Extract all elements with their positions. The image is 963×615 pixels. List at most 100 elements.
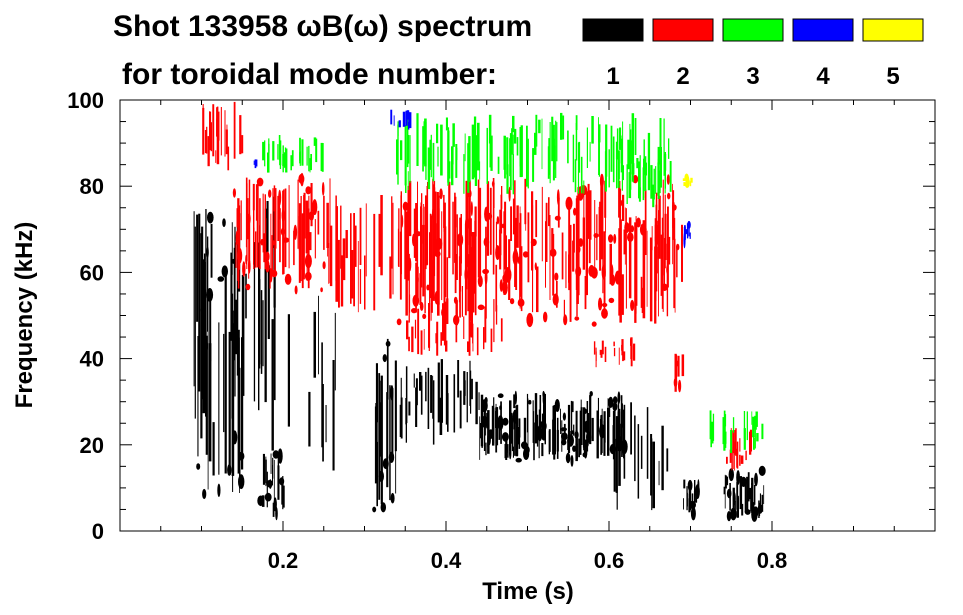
spectral-mark-mode2-903	[674, 353, 677, 392]
spectral-mark-mode1-246	[548, 429, 551, 452]
spectral-mark-mode5-1155	[690, 177, 693, 183]
spectral-mark-mode2-551	[573, 223, 575, 253]
spectral-mark-mode3-1029	[509, 139, 511, 159]
spectral-mark-mode3-974	[416, 113, 419, 166]
spectral-mark-mode2-539	[378, 213, 381, 267]
spectral-mark-mode1-223	[567, 404, 571, 454]
spectral-mark-mode2-596	[441, 211, 443, 301]
spectral-blob-mode2-782	[396, 318, 402, 326]
spectral-mark-mode2-856	[409, 294, 411, 313]
spectral-mark-mode2-740	[524, 178, 527, 225]
spectral-mark-mode2-476	[323, 195, 325, 250]
spectral-mark-mode2-648	[628, 217, 632, 299]
spectral-mark-mode2-741	[662, 179, 664, 276]
spectral-blob-mode1-310	[571, 430, 575, 435]
spectral-mark-mode1-29	[210, 223, 213, 278]
spectral-mark-mode2-670	[432, 220, 435, 301]
spectral-mark-mode3-991	[608, 149, 610, 188]
spectral-mark-mode1-31	[224, 274, 227, 474]
spectral-blob-mode1-301	[582, 452, 588, 458]
spectral-blob-mode1-92	[273, 497, 277, 512]
spectral-blob-mode1-124	[382, 354, 387, 363]
spectral-blob-mode1-316	[561, 432, 568, 441]
spectral-blob-mode2-834	[484, 206, 489, 222]
spectral-mark-mode1-197	[589, 395, 592, 445]
spectral-mark-mode2-577	[569, 224, 572, 322]
spectral-mark-mode3-1047	[575, 123, 578, 161]
spectral-mark-mode2-650	[516, 205, 519, 248]
spectral-mark-mode2-898	[600, 352, 603, 358]
spectral-mark-mode2-440	[279, 208, 281, 263]
spectral-mark-mode2-865	[411, 326, 414, 353]
spectral-mark-mode2-472	[278, 201, 281, 220]
spectral-mark-mode1-243	[615, 416, 619, 442]
spectral-mark-mode1-200	[552, 419, 554, 455]
spectral-mark-mode2-595	[658, 210, 659, 317]
spectral-mark-mode1-340	[691, 493, 694, 503]
spectral-mark-mode2-635	[658, 195, 661, 259]
spectral-mark-mode3-1117	[711, 421, 714, 444]
spectral-mark-mode2-904	[676, 354, 678, 386]
spectral-mark-mode2-874	[445, 340, 448, 352]
spectral-mark-mode2-733	[589, 190, 592, 240]
spectral-mark-mode2-696	[474, 206, 477, 237]
spectral-blob-mode2-846	[470, 231, 473, 237]
spectral-mark-mode3-1003	[436, 123, 439, 144]
spectral-mark-mode2-702	[432, 184, 435, 224]
spectral-mark-mode2-636	[551, 228, 554, 256]
spectral-blob-mode1-392	[740, 476, 747, 487]
spectral-mark-mode1-375	[759, 493, 761, 507]
spectral-blob-mode2-830	[574, 316, 580, 321]
spectral-blob-mode1-354	[693, 488, 697, 496]
spectral-mark-mode2-917	[734, 441, 735, 471]
spectral-blob-mode2-808	[530, 238, 537, 247]
spectral-mark-mode3-1128	[725, 431, 727, 444]
spectral-mark-mode3-1062	[562, 115, 565, 140]
spectral-mark-mode1-380	[750, 492, 753, 510]
spectral-blob-mode2-502	[232, 188, 236, 198]
spectral-mark-mode2-632	[492, 178, 495, 275]
spectral-mark-mode3-1051	[551, 116, 554, 162]
spectral-blob-mode5-1163	[684, 173, 689, 183]
spectral-blob-mode2-761	[627, 232, 634, 243]
spectral-mark-mode3-951	[320, 142, 323, 171]
spectral-mark-mode2-537	[340, 205, 342, 269]
spectral-blob-mode2-513	[281, 208, 286, 223]
spectral-mark-mode2-412	[212, 104, 215, 157]
spectral-mark-mode1-186	[596, 410, 599, 459]
spectral-mark-mode2-888	[621, 344, 624, 351]
spectral-blob-mode2-768	[501, 223, 505, 229]
spectral-mark-mode1-30	[237, 329, 240, 474]
spectral-mark-mode2-911	[732, 447, 734, 469]
spectral-mark-mode2-448	[298, 203, 301, 283]
spectral-mark-mode3-1096	[648, 152, 650, 179]
legend-swatch-4	[792, 18, 854, 42]
spectral-mark-mode1-60	[273, 230, 276, 401]
spectral-mark-mode3-1112	[732, 417, 735, 433]
spectral-mark-mode2-441	[317, 210, 320, 235]
spectral-blob-mode2-504	[237, 247, 243, 264]
spectral-mark-mode2-633	[474, 220, 476, 294]
spectral-mark-mode2-411	[210, 122, 212, 152]
spectral-blob-mode2-837	[554, 272, 559, 281]
spectral-mark-mode2-715	[437, 195, 440, 305]
spectral-mark-mode2-852	[420, 330, 423, 355]
spectral-mark-mode2-674	[641, 287, 643, 313]
spectral-mark-mode1-3	[223, 333, 225, 433]
spectral-mark-mode1-94	[318, 295, 319, 375]
spectral-blob-mode1-309	[565, 452, 571, 464]
spectral-mark-mode2-894	[623, 351, 626, 361]
spectral-blob-mode2-813	[464, 267, 468, 282]
spectral-mark-mode1-5	[208, 343, 212, 462]
spectral-blob-mode1-285	[608, 396, 614, 408]
spectral-mark-mode3-1126	[724, 414, 726, 437]
spectral-blob-mode1-54	[232, 430, 238, 445]
spectral-mark-mode3-928	[308, 145, 310, 172]
spectral-mark-mode3-989	[432, 142, 435, 182]
spectral-mark-mode2-449	[255, 184, 258, 221]
spectral-mark-mode2-469	[262, 193, 264, 253]
spectral-blob-mode2-499	[247, 213, 251, 225]
spectral-blob-mode2-779	[419, 301, 424, 311]
spectral-mark-mode1-80	[262, 453, 265, 485]
spectral-mark-mode1-215	[578, 438, 580, 458]
